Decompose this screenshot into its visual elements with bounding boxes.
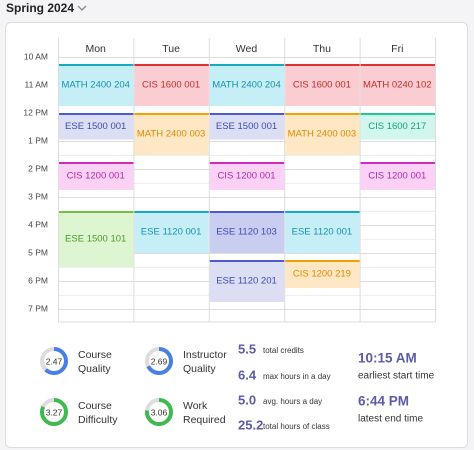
event-block[interactable] [59, 211, 134, 267]
stat-label: total hours of class [263, 422, 330, 431]
event-block[interactable] [285, 260, 360, 288]
event-label: MATH 2400 003 [288, 129, 356, 140]
time-label: latest end time [358, 414, 423, 425]
event-label: ESE 1120 201 [216, 276, 277, 287]
day-label: Tue [162, 43, 180, 55]
time-value: 10:15 AM [358, 351, 417, 366]
day-label: Thu [313, 43, 331, 55]
event-label: ESE 1120 001 [292, 227, 353, 238]
gauge-value: 3.27 [46, 407, 63, 417]
gauge-arc [40, 398, 68, 426]
event-block[interactable] [285, 113, 360, 155]
gauge-label: Quality [183, 363, 216, 375]
hour-label: 5 PM [28, 247, 48, 257]
time-value: 6:44 PM [358, 394, 409, 409]
event-label: CIS 1600 217 [368, 121, 426, 132]
stat-value: 5.0 [238, 392, 256, 407]
event-label: MATH 2400 204 [212, 80, 280, 91]
event-label: ESE 1500 001 [216, 121, 277, 132]
gauge-arc [40, 347, 68, 375]
event-label: ESE 1120 001 [141, 227, 202, 238]
event-block[interactable] [285, 211, 360, 253]
event-label: MATH 2400 204 [61, 80, 129, 91]
event-label: MATH 0240 102 [363, 80, 431, 91]
hour-label: 2 PM [28, 163, 48, 173]
event-block[interactable] [285, 64, 360, 106]
event-label: MATH 2400 003 [137, 129, 205, 140]
event-label: ESE 1500 001 [65, 121, 126, 132]
gauge-label: Instructor [183, 349, 227, 361]
gauge-arc [145, 347, 173, 375]
time-label: earliest start time [358, 371, 435, 382]
gauge-label: Required [183, 414, 226, 426]
event-label: CIS 1200 219 [293, 269, 351, 280]
event-block[interactable] [360, 64, 435, 106]
event-block[interactable] [209, 211, 285, 253]
day-label: Mon [85, 43, 106, 55]
gauge-label: Course [78, 349, 112, 361]
gauge-label: Difficulty [78, 414, 118, 426]
gauge-label: Course [78, 400, 112, 412]
stat-label: avg. hours a day [263, 397, 322, 406]
hour-label: 12 PM [23, 107, 48, 117]
event-block[interactable] [134, 113, 209, 155]
event-block[interactable] [59, 113, 134, 140]
dropdown-chevron[interactable] [77, 5, 87, 11]
event-label: CIS 1200 001 [217, 171, 275, 182]
gauge-value: 2.47 [46, 356, 63, 366]
stat-label: total credits [263, 346, 304, 355]
event-block[interactable] [209, 113, 285, 140]
hour-label: 10 AM [24, 51, 48, 61]
hour-label: 7 PM [28, 303, 48, 313]
hour-label: 6 PM [28, 275, 48, 285]
term-title[interactable]: Spring 2024 [6, 1, 74, 15]
stat-label: max hours in a day [263, 372, 331, 381]
event-block[interactable] [360, 162, 435, 190]
event-label: CIS 1600 001 [293, 80, 351, 91]
stat-value: 6.4 [238, 367, 257, 382]
gauge-value: 3.06 [151, 407, 168, 417]
event-block[interactable] [209, 162, 285, 190]
event-block[interactable] [209, 64, 285, 106]
gauge-label: Work [183, 400, 208, 412]
stat-value: 25.2 [238, 417, 263, 432]
event-label: ESE 1500 101 [65, 234, 126, 245]
hour-label: 11 AM [25, 79, 48, 89]
event-label: CIS 1200 001 [368, 171, 426, 182]
event-block[interactable] [134, 211, 209, 253]
hour-label: 1 PM [28, 135, 48, 145]
gauge-value: 2.69 [151, 356, 168, 366]
gauge-label: Quality [78, 363, 111, 375]
event-label: CIS 1200 001 [67, 171, 125, 182]
event-block[interactable] [59, 162, 134, 190]
hour-label: 4 PM [28, 219, 48, 229]
day-label: Wed [236, 43, 258, 55]
event-block[interactable] [134, 64, 209, 106]
event-label: ESE 1120 103 [216, 227, 277, 238]
event-label: CIS 1600 001 [142, 80, 200, 91]
stat-value: 5.5 [238, 341, 256, 356]
hour-label: 3 PM [28, 191, 48, 201]
day-label: Fri [391, 43, 403, 55]
gauge-arc [145, 398, 173, 426]
event-block[interactable] [59, 64, 134, 106]
event-block[interactable] [209, 260, 285, 302]
event-block[interactable] [360, 113, 435, 140]
